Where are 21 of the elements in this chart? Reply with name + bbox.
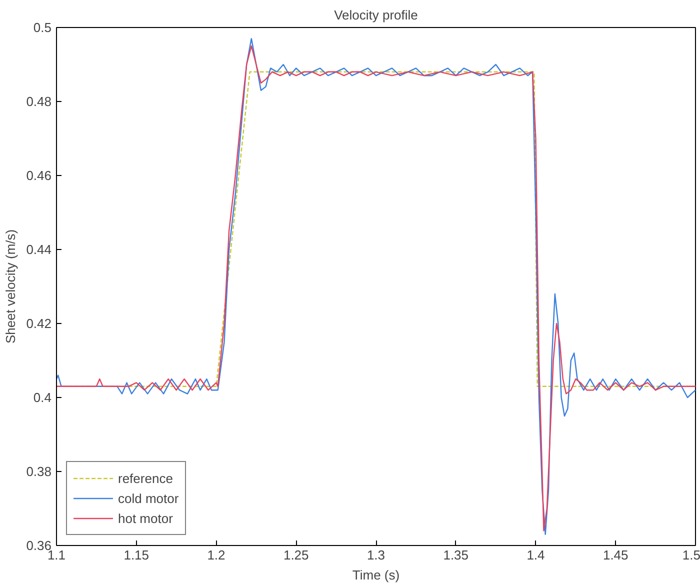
y-tick-label: 0.44 [26, 242, 52, 257]
y-tick-label: 0.42 [26, 316, 52, 331]
x-tick-label: 1.35 [443, 548, 469, 562]
legend-label: reference [118, 470, 173, 486]
y-tick-label: 0.38 [26, 464, 52, 479]
chart-title: Velocity profile [334, 8, 418, 22]
x-tick-label: 1.4 [526, 548, 545, 562]
x-tick-label: 1.25 [283, 548, 309, 562]
x-tick-label: 1.5 [682, 548, 700, 562]
y-tick-label: 0.46 [26, 168, 52, 183]
y-tick-label: 0.48 [26, 94, 52, 109]
x-tick-label: 1.15 [124, 548, 150, 562]
x-tick-label: 1.45 [602, 548, 628, 562]
legend-label: cold motor [118, 490, 179, 506]
y-axis-title: Sheet velocity (m/s) [3, 229, 18, 344]
x-tick-label: 1.3 [366, 548, 386, 562]
legend-label: hot motor [118, 510, 173, 526]
x-axis-title: Time (s) [352, 568, 400, 582]
y-tick-label: 0.5 [33, 20, 52, 35]
y-tick-label: 0.4 [33, 390, 52, 405]
x-tick-label: 1.2 [207, 548, 226, 562]
